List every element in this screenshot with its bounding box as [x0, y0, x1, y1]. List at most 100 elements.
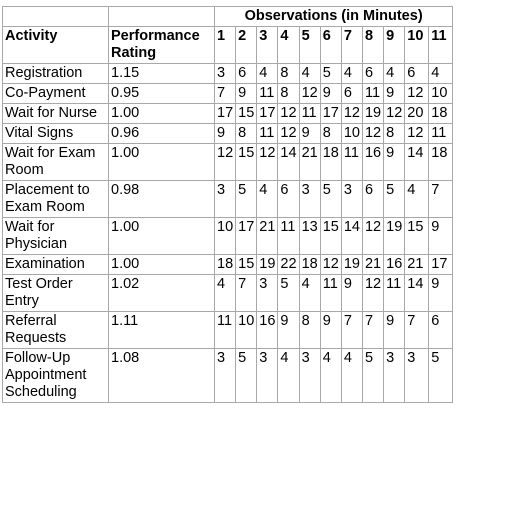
observation-cell: 8: [383, 123, 406, 144]
empty-header-cell: [2, 6, 109, 27]
observation-number-header: 11: [428, 26, 454, 64]
observation-cell: 12: [361, 217, 385, 255]
observation-cell: 18: [319, 143, 342, 181]
observation-cell: 4: [256, 180, 279, 218]
observation-number-header: 8: [361, 26, 385, 64]
observation-cell: 4: [298, 63, 321, 84]
observation-cell: 12: [319, 254, 342, 275]
observation-cell: 9: [277, 311, 300, 349]
observation-cell: 17: [235, 217, 258, 255]
observation-cell: 3: [213, 63, 237, 84]
observation-cell: 11: [256, 123, 279, 144]
observation-cell: 7: [213, 83, 237, 104]
observation-cell: 9: [383, 311, 406, 349]
activity-cell: Wait for Nurse: [2, 103, 109, 124]
observation-cell: 11: [213, 311, 237, 349]
observation-cell: 12: [404, 83, 430, 104]
activity-cell: Examination: [2, 254, 109, 275]
observation-cell: 16: [361, 143, 385, 181]
observation-cell: 21: [404, 254, 430, 275]
observation-cell: 7: [361, 311, 385, 349]
observation-cell: 18: [213, 254, 237, 275]
observation-cell: 9: [235, 83, 258, 104]
table-row: Wait for Nurse 1.00 17 15 17 12 11 17 12 19 12 20 18: [2, 103, 454, 124]
rating-cell: 1.08: [108, 348, 215, 403]
observation-cell: 17: [319, 103, 342, 124]
observation-cell: 18: [428, 103, 454, 124]
activity-cell: Referral Requests: [2, 311, 109, 349]
observation-cell: 12: [213, 143, 237, 181]
table-row: Wait for Exam Room 1.00 12 15 12 14 21 18 11 16 9 1…: [2, 143, 454, 181]
observation-cell: 3: [213, 180, 237, 218]
observation-cell: 15: [235, 143, 258, 181]
observation-cell: 3: [256, 274, 279, 312]
observation-cell: 12: [340, 103, 363, 124]
empty-header-cell: [108, 6, 215, 27]
table-row: Examination 1.00 18 15 19 22 18 12 19 21 16 21 17: [2, 254, 454, 275]
observation-cell: 6: [340, 83, 363, 104]
observation-cell: 19: [256, 254, 279, 275]
observation-cell: 5: [235, 348, 258, 403]
activity-cell: Registration: [2, 63, 109, 84]
observation-cell: 5: [235, 180, 258, 218]
observation-cell: 6: [428, 311, 454, 349]
observation-cell: 10: [428, 83, 454, 104]
observation-cell: 21: [256, 217, 279, 255]
observation-cell: 9: [298, 123, 321, 144]
table-row: Test Order Entry 1.02 4 7 3 5 4 11 9 12 11 14 9: [2, 274, 454, 312]
observation-cell: 11: [319, 274, 342, 312]
observation-cell: 12: [383, 103, 406, 124]
observation-cell: 5: [383, 180, 406, 218]
observation-cell: 8: [298, 311, 321, 349]
observation-cell: 4: [213, 274, 237, 312]
observation-cell: 7: [428, 180, 454, 218]
observation-cell: 3: [213, 348, 237, 403]
observation-cell: 4: [298, 274, 321, 312]
observation-cell: 11: [340, 143, 363, 181]
observation-number-header: 1: [213, 26, 237, 64]
rating-cell: 1.00: [108, 254, 215, 275]
observation-cell: 3: [298, 348, 321, 403]
activity-cell: Follow-Up Appointment Scheduling: [2, 348, 109, 403]
observation-cell: 17: [256, 103, 279, 124]
observation-cell: 9: [383, 83, 406, 104]
observation-cell: 11: [361, 83, 385, 104]
rating-cell: 1.00: [108, 103, 215, 124]
observation-cell: 10: [213, 217, 237, 255]
observation-cell: 10: [340, 123, 363, 144]
observation-cell: 5: [361, 348, 385, 403]
observation-cell: 16: [383, 254, 406, 275]
observation-cell: 10: [235, 311, 258, 349]
observation-cell: 8: [319, 123, 342, 144]
table-row: Registration 1.15 3 6 4 8 4 5 4 6 4 6 4: [2, 63, 454, 84]
group-header-row: Observations (in Minutes): [2, 6, 454, 27]
observation-cell: 5: [277, 274, 300, 312]
observation-cell: 3: [256, 348, 279, 403]
observation-cell: 4: [256, 63, 279, 84]
observation-cell: 4: [340, 348, 363, 403]
activity-cell: Wait for Exam Room: [2, 143, 109, 181]
rating-cell: 1.02: [108, 274, 215, 312]
observation-cell: 13: [298, 217, 321, 255]
observation-number-header: 5: [298, 26, 321, 64]
observation-cell: 5: [319, 63, 342, 84]
observation-table: Observations (in Minutes) Activity Perfo…: [2, 6, 454, 403]
observation-cell: 8: [277, 83, 300, 104]
observation-cell: 7: [340, 311, 363, 349]
observation-cell: 11: [383, 274, 406, 312]
observation-cell: 7: [404, 311, 430, 349]
observation-cell: 12: [277, 103, 300, 124]
column-header-row: Activity Performance Rating 1 2 3 4 5 6 7 8 9 10 1…: [2, 26, 454, 64]
observation-cell: 17: [428, 254, 454, 275]
performance-rating-header: Performance Rating: [108, 26, 215, 64]
observation-cell: 11: [298, 103, 321, 124]
observation-number-header: 2: [235, 26, 258, 64]
observation-cell: 11: [256, 83, 279, 104]
activity-cell: Wait for Physician: [2, 217, 109, 255]
observation-cell: 3: [404, 348, 430, 403]
rating-cell: 0.98: [108, 180, 215, 218]
observation-number-header: 10: [404, 26, 430, 64]
observation-cell: 18: [428, 143, 454, 181]
rating-cell: 1.15: [108, 63, 215, 84]
observation-number-header: 6: [319, 26, 342, 64]
